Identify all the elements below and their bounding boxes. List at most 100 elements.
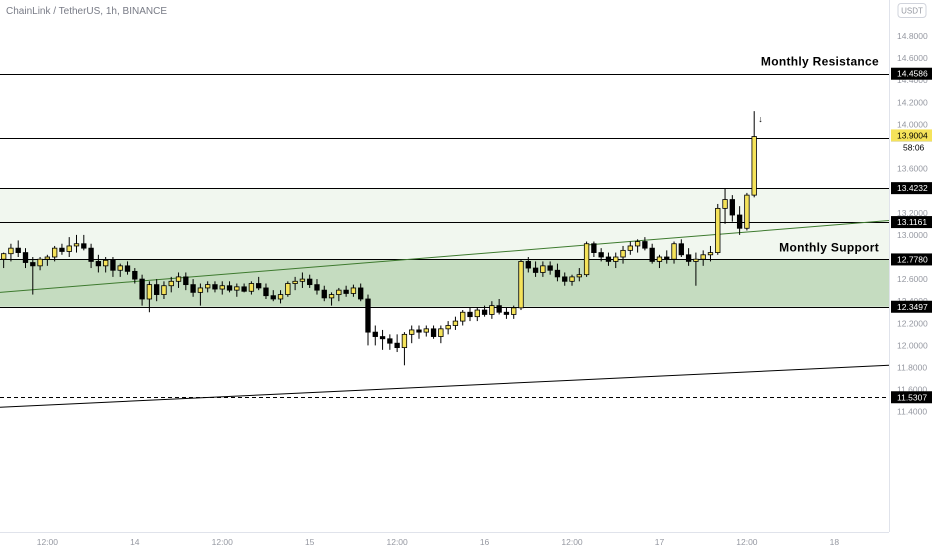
candle — [226, 281, 233, 293]
candle — [263, 283, 269, 299]
time-tick-label: 12:00 — [212, 537, 234, 547]
candle-body-down — [139, 278, 145, 300]
candle — [205, 281, 211, 293]
candle-body-down — [241, 286, 247, 292]
candle-body-up — [197, 287, 204, 293]
candle — [190, 279, 196, 297]
price-tick-label: 12.6000 — [897, 274, 928, 284]
candle — [88, 243, 94, 269]
candle-body-up — [103, 259, 109, 267]
candle — [729, 195, 735, 222]
candle-body-up — [613, 256, 619, 262]
candle-body-up — [37, 258, 43, 267]
candle-body-down — [416, 329, 422, 333]
candle — [51, 245, 58, 262]
candle-body-down — [124, 265, 131, 272]
last-price-tag: 13.9004 58:06 — [891, 129, 932, 154]
candle-body-up — [66, 245, 72, 252]
candle-body-down — [15, 247, 21, 253]
candle-body-up — [73, 243, 80, 247]
candle — [95, 254, 102, 273]
candle-body-up — [460, 311, 466, 322]
candle — [241, 283, 247, 293]
candle — [103, 257, 109, 273]
candle — [409, 325, 415, 344]
candle — [460, 310, 466, 326]
level-tag: 12.3497 — [891, 300, 932, 313]
candle-body-down — [547, 265, 553, 271]
candle-body-up — [161, 285, 167, 295]
time-tick-label: 12:00 — [561, 537, 583, 547]
candle — [423, 325, 429, 337]
candle — [613, 252, 619, 269]
candle-body-down — [321, 289, 327, 299]
candle-body-down — [605, 256, 612, 262]
currency-button[interactable]: USDT — [897, 3, 927, 18]
candle-body-up — [277, 294, 284, 300]
candle — [452, 316, 459, 330]
candle — [518, 259, 524, 311]
candle — [401, 332, 408, 366]
candle — [248, 281, 255, 295]
price-axis[interactable]: 11.400011.600011.800012.000012.200012.40… — [897, 31, 928, 417]
candle-body-down — [379, 336, 386, 340]
candle — [59, 243, 65, 255]
candle-body-down — [22, 252, 29, 263]
candle-body-down — [598, 252, 604, 258]
candle-body-down — [394, 342, 400, 349]
candle — [503, 307, 510, 319]
candle — [438, 325, 444, 344]
candle-body-down — [212, 284, 218, 290]
candle-body-up — [438, 328, 444, 337]
time-tick-label: 12:00 — [736, 537, 758, 547]
candle — [554, 263, 561, 282]
candle — [678, 239, 684, 257]
candle-body-up — [336, 289, 342, 295]
candle-body-up — [445, 325, 451, 330]
candle — [234, 283, 240, 297]
candle — [0, 252, 7, 269]
candle-body-up — [146, 284, 153, 300]
candle — [562, 272, 568, 286]
candle-body-up — [693, 258, 699, 262]
candle — [37, 257, 43, 271]
candle — [30, 257, 36, 295]
candle — [81, 234, 87, 251]
candle — [481, 305, 488, 317]
price-tick-label: 14.6000 — [897, 53, 928, 63]
time-tick-label: 15 — [305, 537, 315, 547]
zone-upper — [0, 188, 889, 260]
candle — [394, 334, 400, 353]
candle — [44, 254, 51, 266]
candle — [161, 281, 167, 299]
zone-monthly-support — [0, 259, 889, 307]
candle-body-up — [569, 276, 575, 282]
candle-body-up — [715, 207, 721, 253]
candle — [627, 241, 633, 255]
candle-body-up — [744, 194, 750, 229]
price-tick-label: 11.8000 — [897, 363, 927, 373]
candle — [715, 203, 721, 255]
time-axis[interactable]: 12:00 14 12:00 15 12:00 16 12:00 17 12:00 18 — [37, 537, 840, 547]
candle — [693, 252, 699, 286]
level-tag-bg — [891, 67, 932, 80]
candle-body-down — [642, 241, 648, 249]
candle — [547, 261, 553, 275]
candle-body-up — [452, 320, 459, 326]
candle — [744, 192, 750, 231]
candle — [736, 206, 743, 235]
candle-body-down — [95, 261, 102, 267]
candle — [642, 237, 648, 251]
candle-body-up — [489, 305, 495, 315]
candle-body-down — [481, 309, 488, 315]
candle-body-down — [562, 276, 568, 282]
candle-body-up — [700, 254, 706, 260]
candle — [154, 279, 160, 302]
level-tag-label: 13.1161 — [897, 217, 927, 227]
trend-line-green-trend — [0, 220, 890, 293]
candle-body-up — [409, 329, 415, 335]
candle-body-down — [226, 285, 233, 291]
candle — [285, 281, 291, 297]
